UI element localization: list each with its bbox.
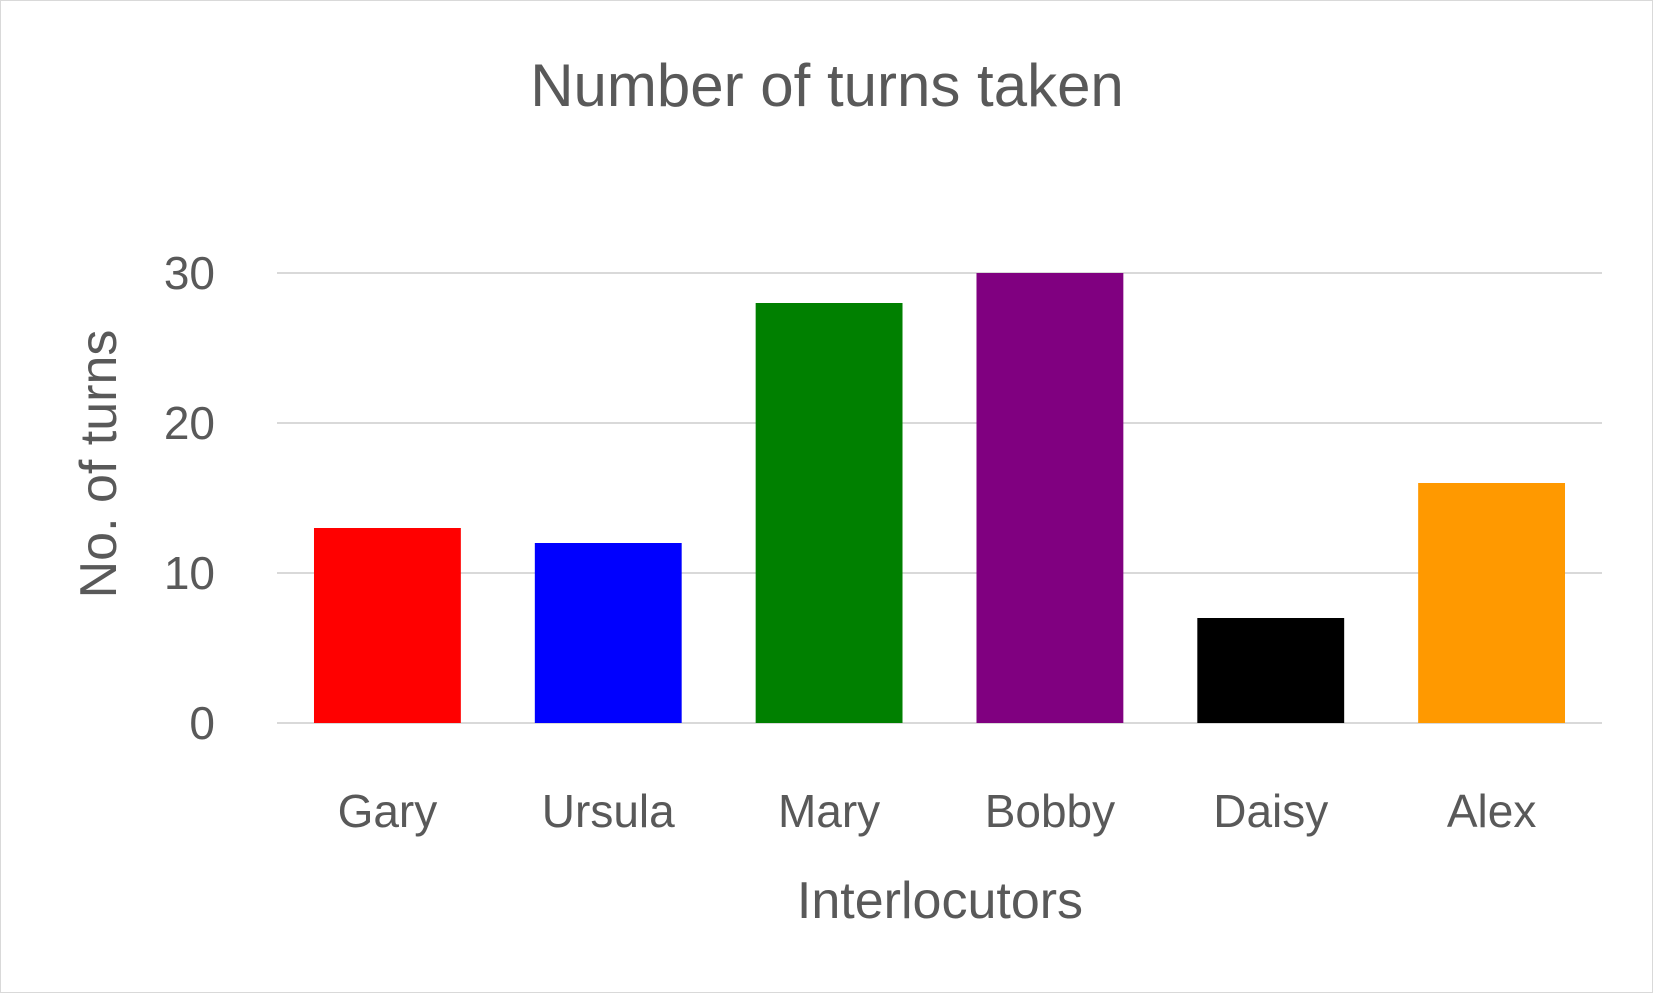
x-axis-title: Interlocutors (797, 872, 1083, 930)
gridlines (277, 272, 1602, 724)
x-tick-label: Daisy (1213, 785, 1328, 837)
x-tick-label: Gary (338, 785, 438, 837)
bar-daisy (1197, 618, 1345, 723)
x-axis-ticks: Gary Ursula Mary Bobby Daisy Alex (338, 785, 1537, 837)
bar-ursula (534, 543, 682, 723)
y-axis-ticks: 0 10 20 30 (164, 247, 215, 749)
bars (313, 273, 1566, 723)
y-tick-label: 20 (164, 397, 215, 449)
y-tick-label: 0 (189, 697, 215, 749)
x-tick-label: Ursula (542, 785, 675, 837)
chart-title: Number of turns taken (530, 52, 1124, 119)
x-tick-label: Alex (1447, 785, 1536, 837)
bar-alex (1418, 483, 1566, 723)
bar-mary (755, 303, 903, 723)
bar-bobby (976, 273, 1124, 723)
x-tick-label: Bobby (985, 785, 1115, 837)
y-axis-title: No. of turns (70, 330, 128, 599)
y-tick-label: 10 (164, 547, 215, 599)
bar-gary (313, 528, 461, 723)
y-tick-label: 30 (164, 247, 215, 299)
x-tick-label: Mary (778, 785, 880, 837)
